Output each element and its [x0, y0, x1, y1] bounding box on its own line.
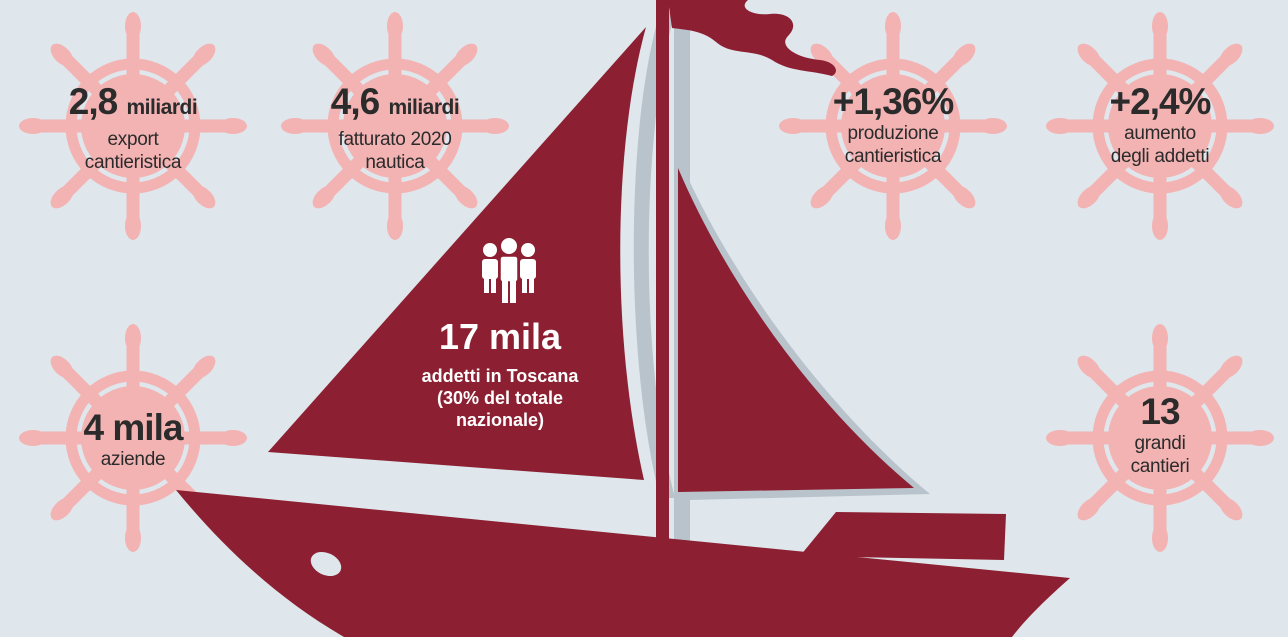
stat-label: nautica — [365, 152, 425, 173]
sail-label: addetti in Toscana — [421, 366, 579, 386]
sail-label: nazionale) — [455, 410, 544, 430]
stat-produzione: +1,36% produzione cantieristica — [793, 82, 993, 168]
sail-stat: 17 mila addetti in Toscana (30% del tota… — [395, 245, 605, 431]
stat-value: +1,36% — [832, 81, 955, 122]
stat-addetti-aumento: +2,4% aumento degli addetti — [1060, 82, 1260, 168]
stat-label: fatturato 2020 — [338, 129, 452, 150]
stat-label: cantieristica — [844, 146, 942, 167]
stat-label: aziende — [100, 449, 166, 470]
stat-aziende: 4 mila aziende — [33, 408, 233, 471]
people-icon — [482, 238, 536, 303]
stat-label: degli addetti — [1110, 146, 1210, 167]
stat-label: produzione — [847, 123, 939, 144]
cabin — [800, 512, 1006, 560]
stat-value: 4 mila — [83, 407, 184, 448]
stat-value: +2,4% — [1109, 81, 1212, 122]
stat-label: grandi — [1134, 433, 1186, 454]
stat-export: 2,8 miliardi export cantieristica — [33, 82, 233, 174]
stat-label: export — [107, 129, 159, 150]
stat-cantieri: 13 grandi cantieri — [1060, 392, 1260, 478]
flag — [668, 0, 836, 76]
stat-unit: miliardi — [126, 96, 198, 119]
stat-unit: miliardi — [388, 96, 460, 119]
stat-label: cantieri — [1130, 456, 1190, 477]
sail-value: 17 mila — [438, 316, 562, 357]
stat-value: 4,6 — [330, 81, 380, 122]
stat-label: aumento — [1124, 123, 1196, 144]
stat-label: cantieristica — [84, 152, 182, 173]
stat-fatturato: 4,6 miliardi fatturato 2020 nautica — [295, 82, 495, 174]
porthole — [310, 551, 342, 577]
hull — [176, 490, 1070, 637]
jib-sail — [678, 168, 914, 492]
main-sail — [268, 27, 646, 480]
stat-value: 2,8 — [68, 81, 118, 122]
mast — [656, 0, 669, 572]
sail-label: (30% del totale — [436, 388, 564, 408]
stat-value: 13 — [1140, 391, 1180, 432]
